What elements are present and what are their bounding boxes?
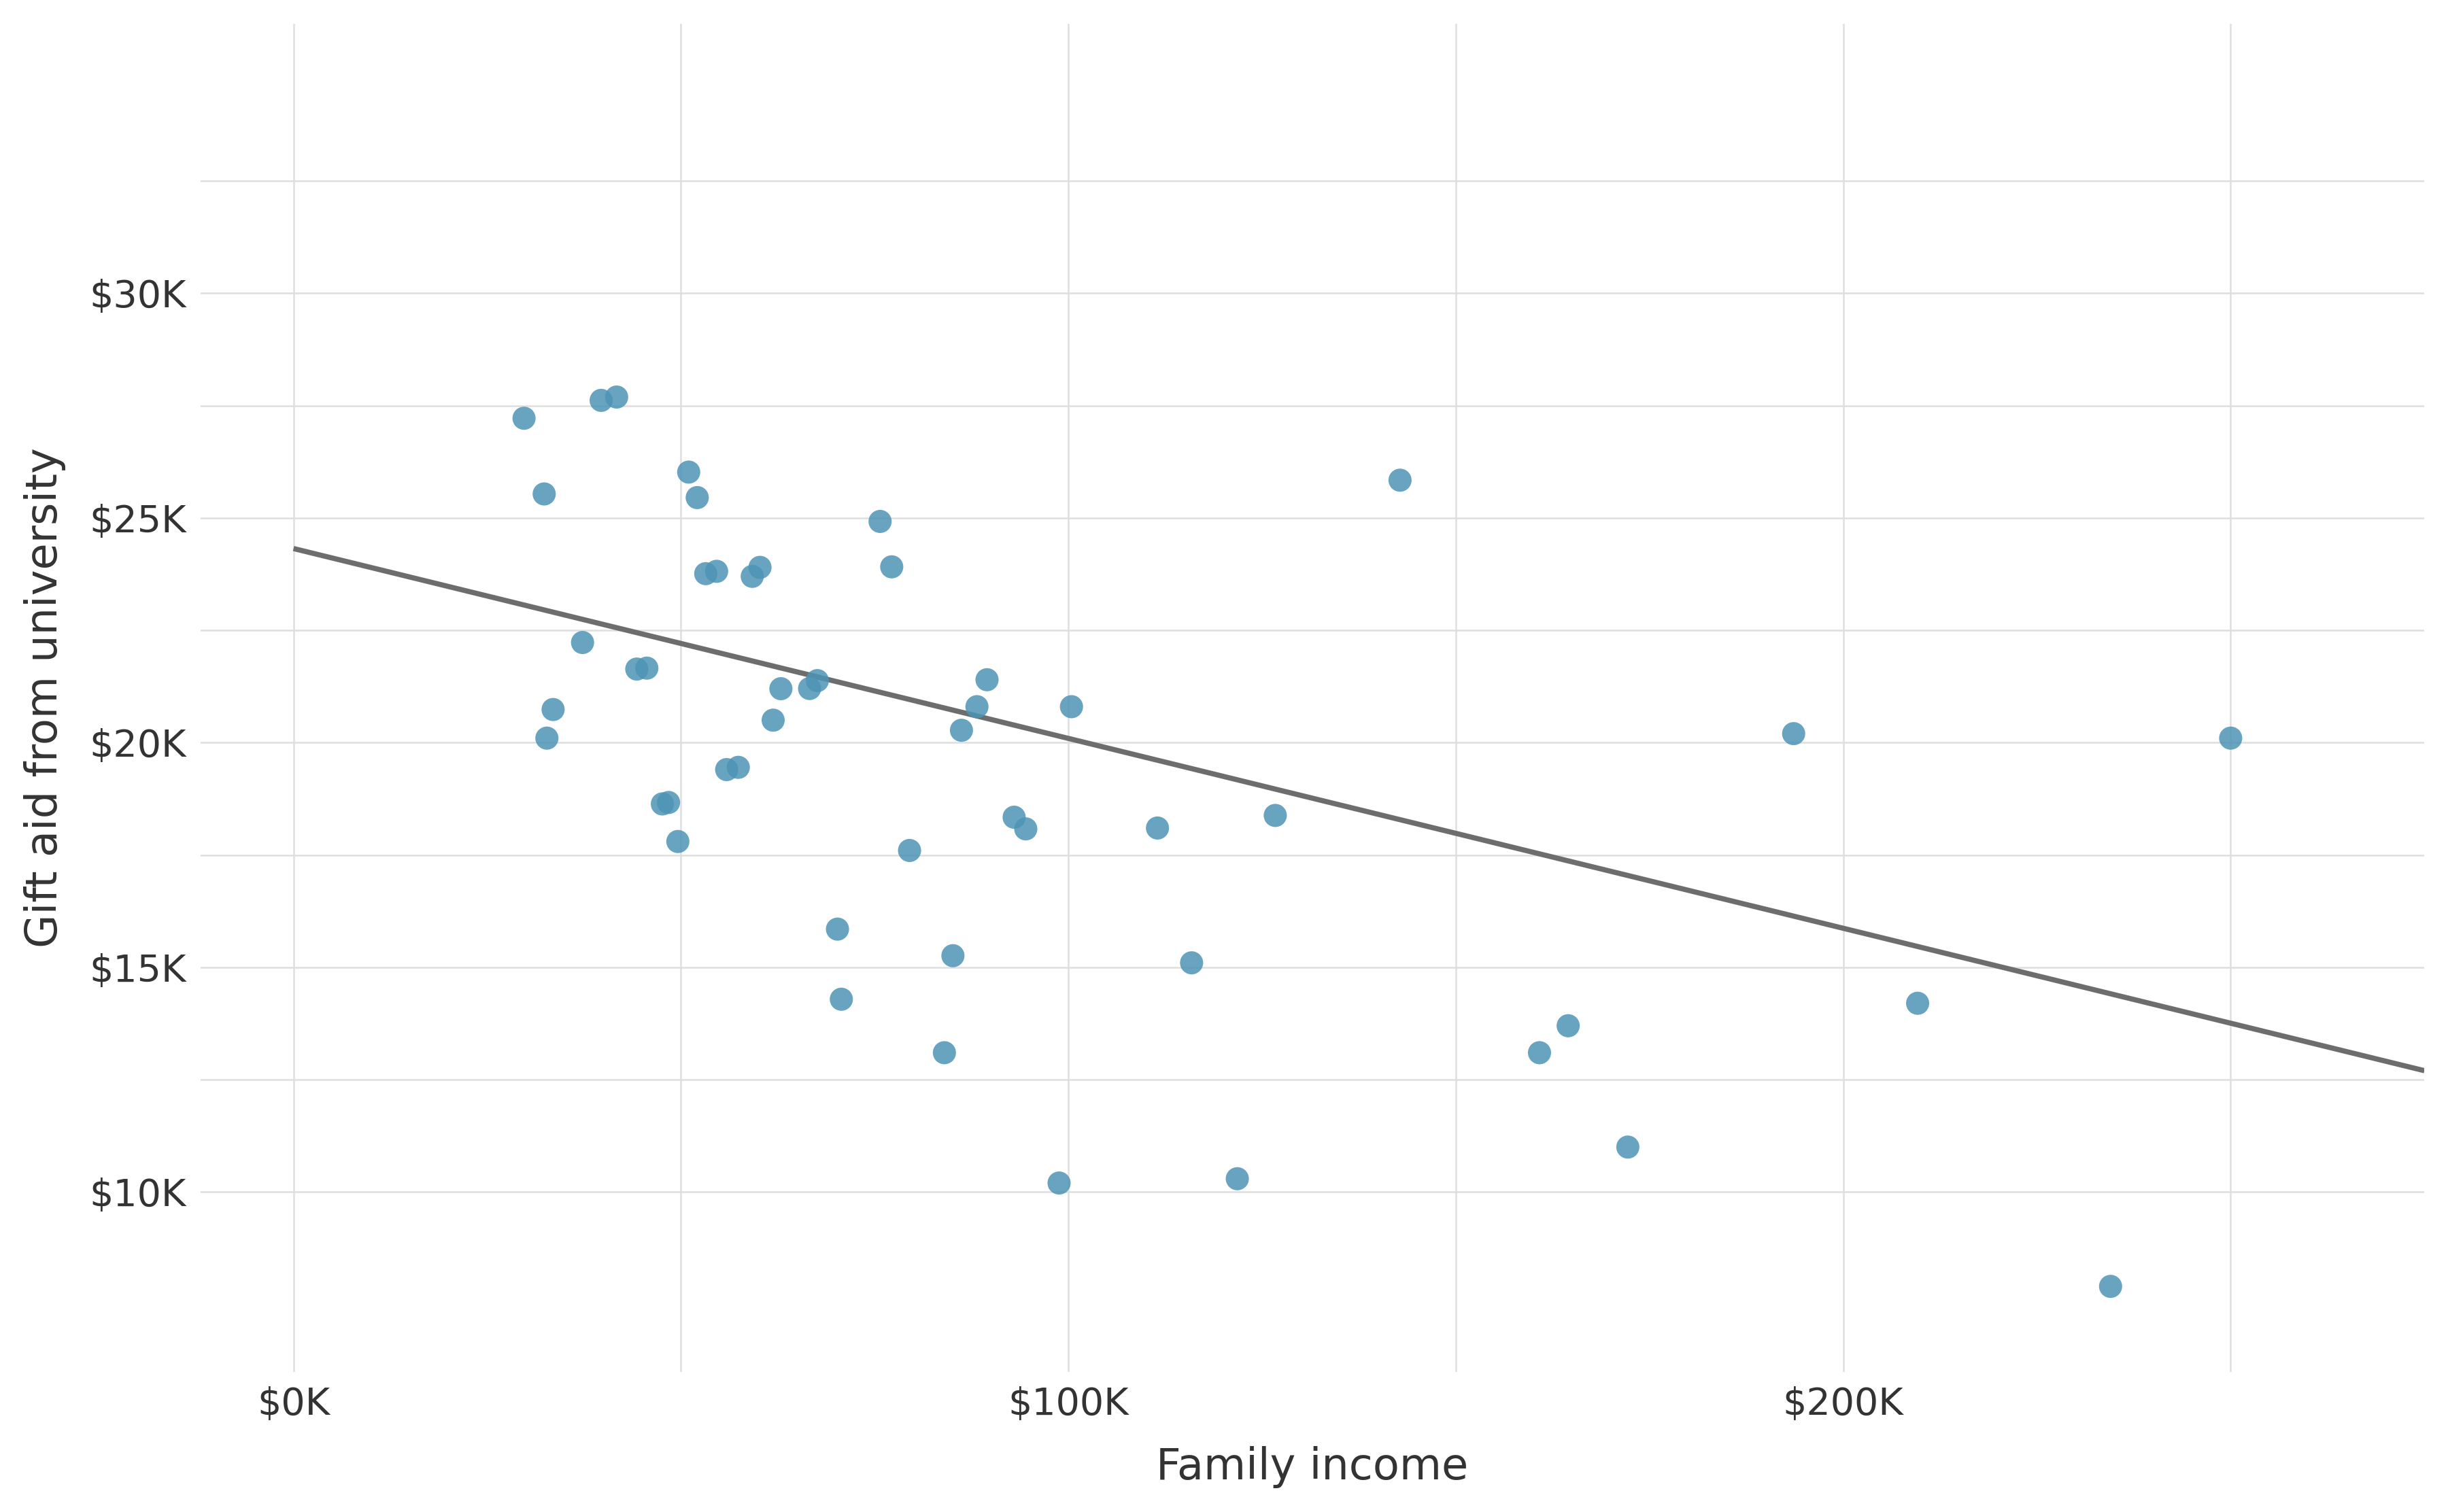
Point [1040, 1170, 1080, 1194]
Point [823, 987, 862, 1012]
Point [720, 754, 759, 779]
Point [791, 676, 830, 700]
Point [761, 676, 800, 700]
Point [933, 943, 972, 968]
Point [649, 791, 688, 815]
Point [798, 668, 837, 692]
Point [526, 726, 565, 750]
Point [754, 708, 793, 732]
Point [627, 656, 666, 680]
Point [707, 758, 747, 782]
Point [504, 407, 543, 431]
Point [1256, 803, 1295, 827]
Point [524, 482, 563, 507]
Point [698, 559, 737, 584]
Point [994, 804, 1033, 829]
Point [1173, 951, 1212, 975]
Point [2211, 726, 2250, 750]
Point [957, 694, 996, 718]
Point [563, 631, 602, 655]
Point [685, 561, 725, 585]
Point [583, 389, 622, 413]
Point [1608, 1136, 1648, 1160]
Point [1520, 1040, 1559, 1064]
X-axis label: Family income: Family income [1155, 1447, 1469, 1488]
Point [1775, 721, 1814, 745]
Point [659, 830, 698, 854]
Point [967, 668, 1006, 692]
Y-axis label: Gift aid from university: Gift aid from university [24, 448, 66, 948]
Point [1217, 1167, 1256, 1191]
Point [1381, 469, 1420, 493]
Point [678, 485, 717, 510]
Point [1550, 1013, 1589, 1037]
Point [644, 792, 683, 816]
Point [871, 555, 911, 579]
Point [1138, 816, 1177, 841]
Point [732, 564, 771, 588]
Point [534, 697, 573, 721]
Point [942, 718, 982, 742]
Point [2091, 1275, 2130, 1299]
Point [862, 510, 901, 534]
Point [617, 656, 656, 680]
Point [597, 386, 636, 410]
Point [668, 460, 707, 484]
Point [925, 1040, 965, 1064]
Point [1053, 694, 1092, 718]
Point [891, 838, 930, 862]
Point [739, 555, 778, 579]
Point [818, 916, 857, 940]
Point [1006, 816, 1045, 841]
Point [1897, 992, 1936, 1016]
